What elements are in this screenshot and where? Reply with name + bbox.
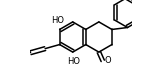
Text: HO: HO [67, 57, 80, 66]
Text: OH: OH [130, 0, 143, 1]
Text: HO: HO [51, 16, 64, 25]
Text: O: O [105, 56, 111, 65]
